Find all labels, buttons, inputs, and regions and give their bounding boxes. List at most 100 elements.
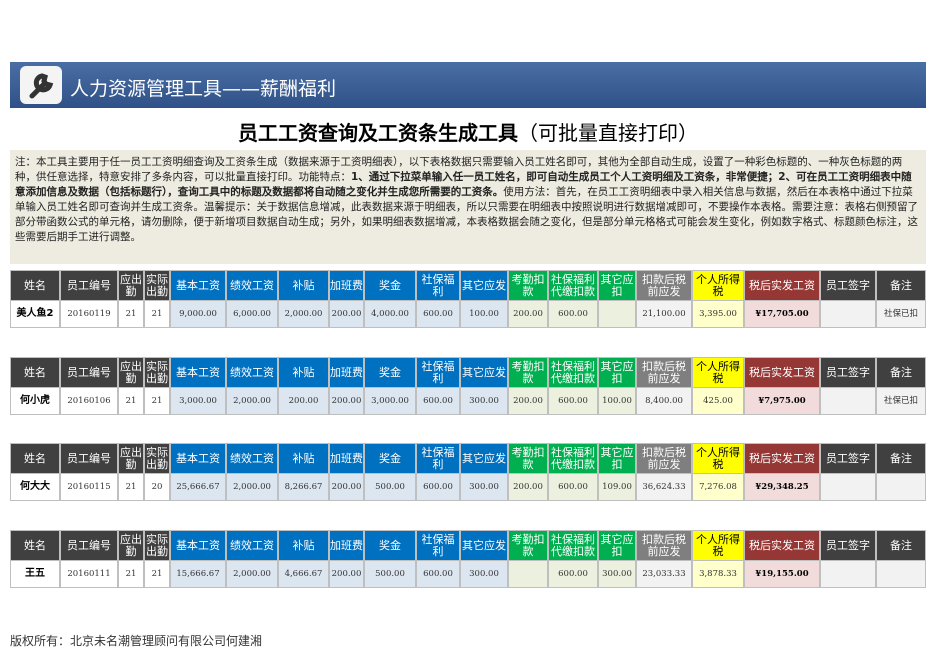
column-header: 考勤扣款 <box>508 270 548 301</box>
column-header: 补贴 <box>278 530 329 561</box>
table-cell: ¥17,705.00 <box>744 300 820 328</box>
table-cell: 200.00 <box>508 473 548 501</box>
table-cell: 6,000.00 <box>226 300 278 328</box>
table-cell: 425.00 <box>692 387 744 415</box>
column-header: 社保福利 <box>416 270 460 301</box>
table-cell: 3,000.00 <box>170 387 226 415</box>
column-header: 个人所得税 <box>692 530 744 561</box>
page-title: 员工工资查询及工资条生成工具（可批量直接打印） <box>0 117 936 146</box>
column-header: 社保福利代缴扣款 <box>548 357 598 388</box>
column-header: 绩效工资 <box>226 270 278 301</box>
column-header: 员工签字 <box>820 443 876 474</box>
table-cell: 3,878.33 <box>692 560 744 588</box>
table-cell: 21,100.00 <box>636 300 692 328</box>
column-header: 考勤扣款 <box>508 357 548 388</box>
column-header: 其它应发 <box>460 443 508 474</box>
table-cell <box>876 473 926 501</box>
table-cell: 23,033.33 <box>636 560 692 588</box>
table-cell <box>820 473 876 501</box>
table-cell: 8,266.67 <box>278 473 329 501</box>
table-cell: 600.00 <box>416 560 460 588</box>
wrench <box>29 73 54 99</box>
table-cell <box>508 560 548 588</box>
column-header: 奖金 <box>364 270 416 301</box>
banner-title: 人力资源管理工具——薪酬福利 <box>70 78 337 100</box>
column-header: 应出勤 <box>118 443 144 474</box>
column-header: 应出勤 <box>118 357 144 388</box>
note-text: 注：本工具主要用于任一员工工资明细查询及工资条生成（数据来源于工资明细表），以下… <box>15 156 903 183</box>
table-cell: 600.00 <box>416 473 460 501</box>
table-cell: 3,395.00 <box>692 300 744 328</box>
table-cell <box>820 560 876 588</box>
banner: 人力资源管理工具——薪酬福利 <box>10 62 926 108</box>
title-suffix: （可批量直接打印） <box>518 121 698 145</box>
table-cell: 600.00 <box>416 300 460 328</box>
column-header: 社保福利代缴扣款 <box>548 443 598 474</box>
table-cell: 21 <box>118 473 144 501</box>
table-cell: ¥19,155.00 <box>744 560 820 588</box>
column-header: 实际出勤 <box>144 443 170 474</box>
column-header: 姓名 <box>10 530 60 561</box>
column-header: 考勤扣款 <box>508 443 548 474</box>
column-header: 其它应扣 <box>598 357 636 388</box>
table-cell: 美人鱼2 <box>10 300 60 328</box>
table-cell: 200.00 <box>278 387 329 415</box>
table-cell: 500.00 <box>364 560 416 588</box>
column-header: 员工签字 <box>820 357 876 388</box>
table-cell: 600.00 <box>548 300 598 328</box>
table-cell: 21 <box>118 387 144 415</box>
column-header: 奖金 <box>364 530 416 561</box>
column-header: 应出勤 <box>118 530 144 561</box>
table-cell: 200.00 <box>329 560 364 588</box>
table-cell: 15,666.67 <box>170 560 226 588</box>
table-cell: 100.00 <box>598 387 636 415</box>
table-cell: 100.00 <box>460 300 508 328</box>
column-header: 基本工资 <box>170 270 226 301</box>
table-cell: 4,666.67 <box>278 560 329 588</box>
column-header: 税后实发工资 <box>744 530 820 561</box>
column-header: 补贴 <box>278 357 329 388</box>
table-cell: 社保已扣 <box>876 300 926 328</box>
table-cell: 200.00 <box>508 387 548 415</box>
column-header: 应出勤 <box>118 270 144 301</box>
table-cell: 王五 <box>10 560 60 588</box>
column-header: 税后实发工资 <box>744 270 820 301</box>
table-cell: 600.00 <box>416 387 460 415</box>
table-cell: 何小虎 <box>10 387 60 415</box>
table-cell: 300.00 <box>598 560 636 588</box>
title-main: 员工工资查询及工资条生成工具 <box>238 121 518 145</box>
column-header: 社保福利 <box>416 530 460 561</box>
column-header: 考勤扣款 <box>508 530 548 561</box>
table-cell: 300.00 <box>460 387 508 415</box>
table-cell: 109.00 <box>598 473 636 501</box>
table-cell: 200.00 <box>329 300 364 328</box>
footer: 版权所有：北京未名潮管理顾问有限公司何建湘 <box>10 634 263 648</box>
column-header: 加班费 <box>329 270 364 301</box>
table-cell: 200.00 <box>508 300 548 328</box>
column-header: 奖金 <box>364 357 416 388</box>
note-text: 使用方法：首先，在员工工资明细表中录入相关信息与数据，然后在本表格中通过下拉菜单… <box>15 186 918 243</box>
column-header: 基本工资 <box>170 443 226 474</box>
column-header: 备注 <box>876 443 926 474</box>
column-header: 实际出勤 <box>144 357 170 388</box>
table-cell: 600.00 <box>548 473 598 501</box>
column-header: 基本工资 <box>170 530 226 561</box>
table-cell: 21 <box>118 300 144 328</box>
table-cell: 20160111 <box>60 560 118 588</box>
column-header: 补贴 <box>278 270 329 301</box>
table-cell: 21 <box>144 560 170 588</box>
table-cell: 20160119 <box>60 300 118 328</box>
table-cell: 300.00 <box>460 473 508 501</box>
column-header: 扣款后税前应发 <box>636 443 692 474</box>
column-header: 个人所得税 <box>692 443 744 474</box>
table-cell: 200.00 <box>329 473 364 501</box>
table-cell: 2,000.00 <box>278 300 329 328</box>
table-cell: 何大大 <box>10 473 60 501</box>
column-header: 基本工资 <box>170 357 226 388</box>
note: 注：本工具主要用于任一员工工资明细查询及工资条生成（数据来源于工资明细表），以下… <box>10 150 926 264</box>
table-cell: 500.00 <box>364 473 416 501</box>
column-header: 社保福利代缴扣款 <box>548 270 598 301</box>
column-header: 其它应扣 <box>598 530 636 561</box>
table-cell: 21 <box>144 300 170 328</box>
table-cell: 7,276.08 <box>692 473 744 501</box>
